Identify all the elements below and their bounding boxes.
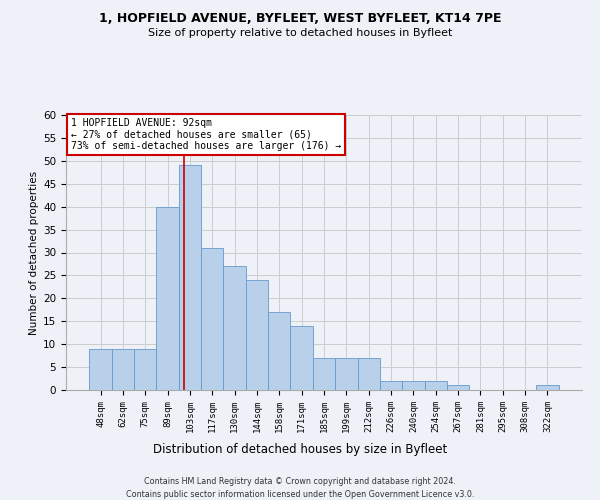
Bar	[402, 381, 425, 390]
Bar	[223, 266, 246, 390]
Bar	[358, 358, 380, 390]
Bar	[447, 386, 469, 390]
Text: Contains HM Land Registry data © Crown copyright and database right 2024.: Contains HM Land Registry data © Crown c…	[144, 478, 456, 486]
Bar	[179, 166, 201, 390]
Y-axis label: Number of detached properties: Number of detached properties	[29, 170, 39, 334]
Bar	[201, 248, 223, 390]
Bar	[112, 349, 134, 390]
Bar	[134, 349, 157, 390]
Bar	[425, 381, 447, 390]
Text: Contains public sector information licensed under the Open Government Licence v3: Contains public sector information licen…	[126, 490, 474, 499]
Bar	[290, 326, 313, 390]
Bar	[157, 206, 179, 390]
Bar	[335, 358, 358, 390]
Text: Size of property relative to detached houses in Byfleet: Size of property relative to detached ho…	[148, 28, 452, 38]
Bar	[380, 381, 402, 390]
Bar	[246, 280, 268, 390]
Text: Distribution of detached houses by size in Byfleet: Distribution of detached houses by size …	[153, 442, 447, 456]
Bar	[536, 386, 559, 390]
Bar	[89, 349, 112, 390]
Text: 1, HOPFIELD AVENUE, BYFLEET, WEST BYFLEET, KT14 7PE: 1, HOPFIELD AVENUE, BYFLEET, WEST BYFLEE…	[99, 12, 501, 26]
Bar	[268, 312, 290, 390]
Text: 1 HOPFIELD AVENUE: 92sqm
← 27% of detached houses are smaller (65)
73% of semi-d: 1 HOPFIELD AVENUE: 92sqm ← 27% of detach…	[71, 118, 341, 151]
Bar	[313, 358, 335, 390]
